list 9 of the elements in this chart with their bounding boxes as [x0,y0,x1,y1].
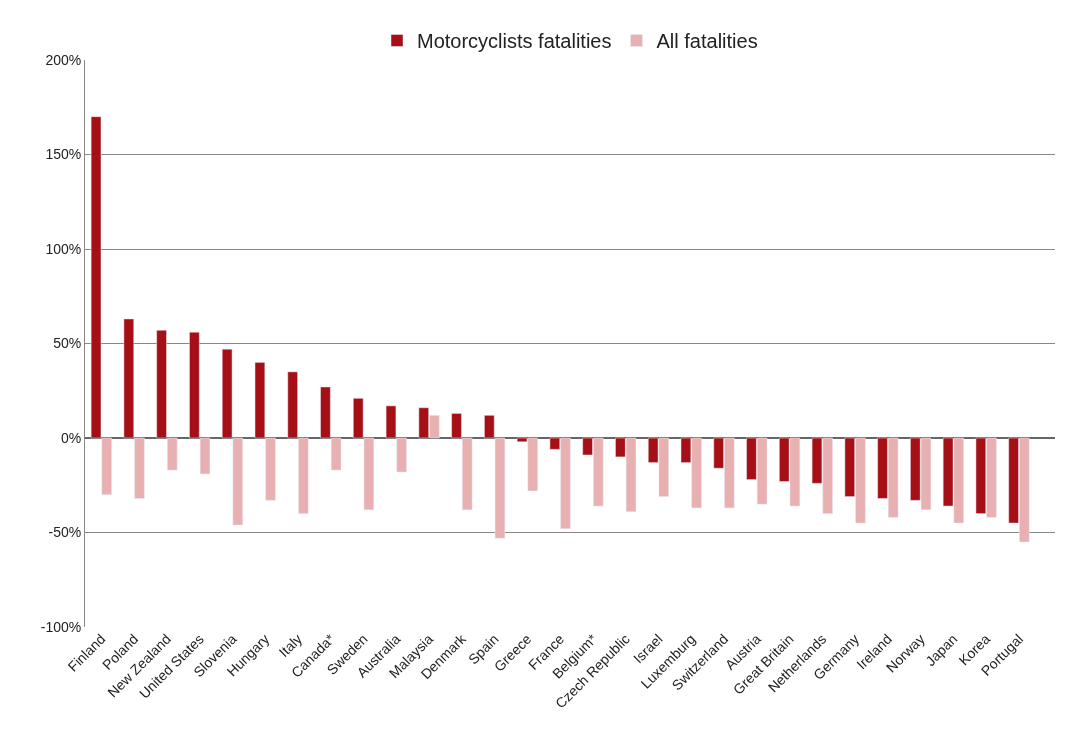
y-tick-label: 0% [60,429,82,446]
legend-label: Motorcyclists fatalities [417,30,612,53]
y-tick-label: 200% [45,51,82,68]
y-tick-label: -50% [48,524,82,541]
legend-label: All fatalities [656,30,758,53]
y-tick-label: 100% [45,240,82,257]
y-tick-label: -100% [40,618,82,635]
y-tick-label: 150% [45,146,82,163]
y-tick-label: 50% [53,335,82,352]
